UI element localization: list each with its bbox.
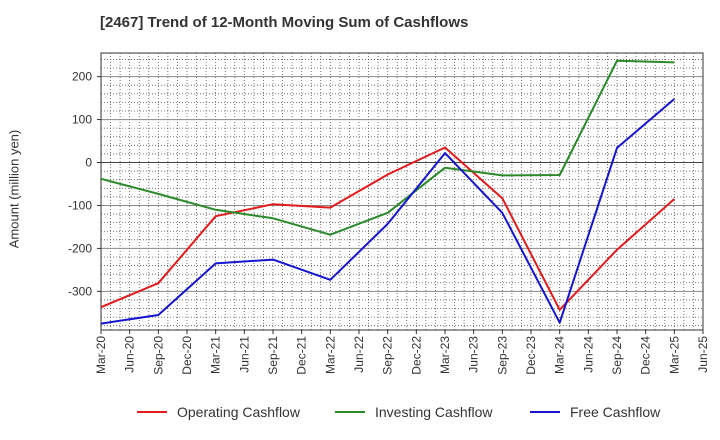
chart-title: [2467] Trend of 12-Month Moving Sum of C… — [100, 14, 469, 31]
x-tick-label: Jun-25 — [696, 336, 710, 373]
x-tick-label: Dec-21 — [295, 336, 309, 375]
x-tick-label: Mar-23 — [438, 336, 452, 374]
x-tick-label: Mar-24 — [553, 336, 567, 374]
x-tick-label: Mar-20 — [94, 336, 108, 374]
x-tick-label: Mar-22 — [323, 336, 337, 374]
y-tick-label: -200 — [68, 241, 92, 255]
y-tick-label: -100 — [68, 198, 92, 212]
x-tick-label: Mar-21 — [209, 336, 223, 374]
x-tick-label: Sep-24 — [610, 336, 624, 375]
y-tick-label: -300 — [68, 284, 92, 298]
series-line-operating-cashflow — [100, 146, 675, 311]
y-tick-label: 0 — [85, 156, 92, 170]
legend-item: Operating Cashflow — [137, 404, 300, 420]
x-tick-label: Dec-23 — [524, 336, 538, 375]
line-chart: 200 100 0 -100 -200 -300 Mar-20 Jun-20 Sep-20 Dec… — [68, 52, 710, 375]
x-tick-label: Jun-21 — [237, 336, 251, 373]
y-tick-label: 100 — [72, 113, 92, 127]
legend-item: Investing Cashflow — [335, 404, 493, 420]
series-line-investing-cashflow — [100, 59, 675, 236]
x-tick-label: Jun-23 — [467, 336, 481, 373]
x-tick-label: Jun-22 — [352, 336, 366, 373]
legend-item: Free Cashflow — [530, 404, 660, 420]
x-tick-label: Sep-23 — [495, 336, 509, 375]
legend-swatch — [530, 411, 560, 413]
legend-label: Free Cashflow — [570, 404, 661, 420]
x-tick-label: Sep-20 — [151, 336, 165, 375]
legend-swatch — [335, 411, 365, 413]
legend-swatch — [137, 411, 167, 413]
x-tick-label: Dec-20 — [180, 336, 194, 375]
y-tick-label: 200 — [72, 70, 92, 84]
x-tick-label: Dec-24 — [639, 336, 653, 375]
legend-label: Investing Cashflow — [375, 404, 493, 420]
x-tick-label: Sep-22 — [381, 336, 395, 375]
x-tick-label: Dec-22 — [409, 336, 423, 375]
plot-frame — [100, 52, 704, 331]
x-tick-label: Mar-25 — [667, 336, 681, 374]
legend: Operating Cashflow Investing Cashflow Free… — [0, 404, 720, 426]
legend-label: Operating Cashflow — [177, 404, 300, 420]
series-line-free-cashflow — [100, 98, 675, 325]
x-tick-label: Sep-21 — [266, 336, 280, 375]
x-tick-label: Jun-24 — [581, 336, 595, 373]
x-tick-label: Jun-20 — [123, 336, 137, 373]
